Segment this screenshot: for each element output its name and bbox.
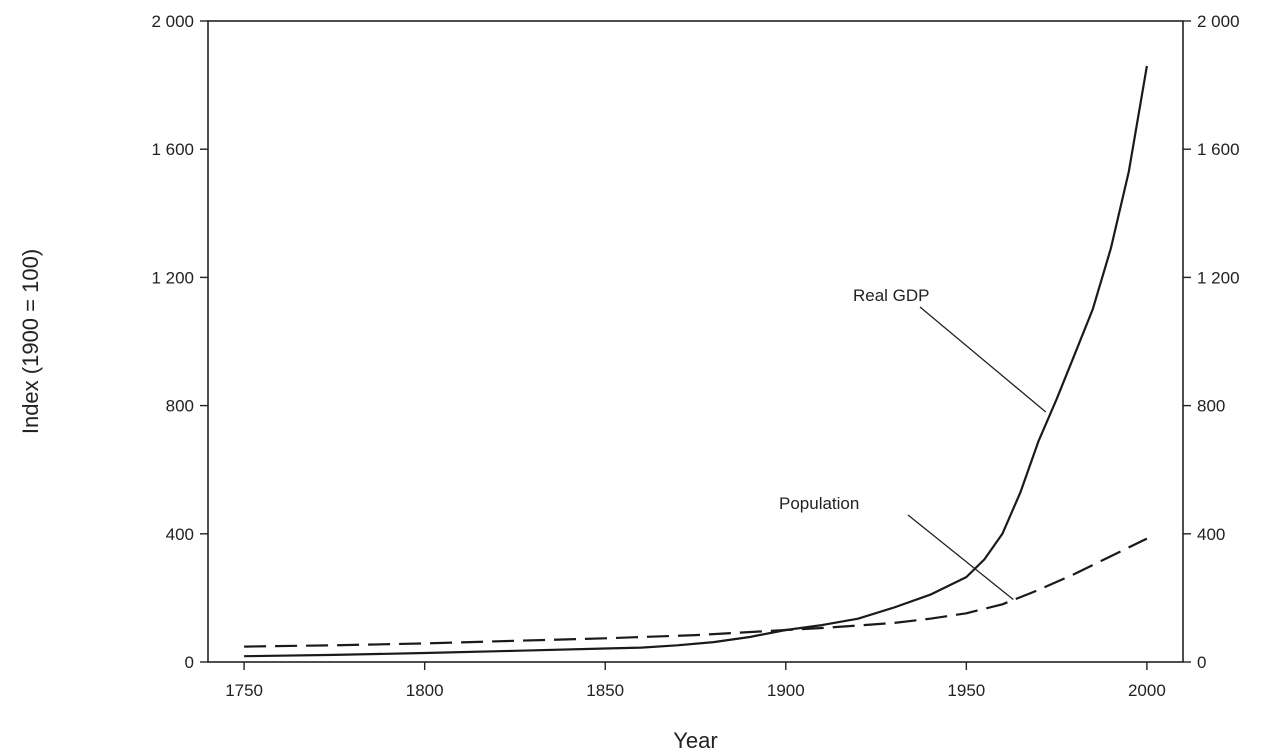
annotation-layer: Real GDP Population — [779, 286, 1047, 601]
y-tick-label-left: 400 — [166, 525, 194, 544]
x-axis-title: Year — [673, 728, 717, 753]
plot-border — [207, 20, 1184, 663]
annotation-label: Population — [779, 494, 859, 513]
annotation-leader — [919, 306, 1047, 413]
annotation-label: Real GDP — [853, 286, 930, 305]
y-tick-label-left: 800 — [166, 397, 194, 416]
x-axis: 1750 1800 1850 1900 1950 2000 — [225, 662, 1166, 700]
x-tick-label: 1750 — [225, 681, 263, 700]
x-tick-label: 1850 — [586, 681, 624, 700]
y-axis-left: 0 400 800 1 200 1 600 2 000 — [151, 12, 208, 672]
y-tick-label-left: 1 600 — [151, 140, 194, 159]
y-tick-label-left: 2 000 — [151, 12, 194, 31]
y-tick-label-right: 1 600 — [1197, 140, 1240, 159]
y-axis-right: 0 400 800 1 200 1 600 2 000 — [1183, 12, 1240, 672]
series-layer — [244, 65, 1148, 658]
y-tick-label-right: 0 — [1197, 653, 1206, 672]
x-tick-label: 1900 — [767, 681, 805, 700]
y-tick-label-right: 2 000 — [1197, 12, 1240, 31]
x-tick-label: 1950 — [947, 681, 985, 700]
y-tick-label-left: 0 — [185, 653, 194, 672]
y-tick-label-right: 1 200 — [1197, 268, 1240, 287]
series-line-real-gdp — [244, 65, 1148, 658]
x-tick-label: 2000 — [1128, 681, 1166, 700]
y-axis-title: Index (1900 = 100) — [18, 249, 43, 434]
y-tick-label-left: 1 200 — [151, 268, 194, 287]
y-tick-label-right: 400 — [1197, 525, 1225, 544]
series-line-population — [244, 537, 1148, 648]
y-tick-label-right: 800 — [1197, 397, 1225, 416]
annotation-leader — [907, 514, 1014, 601]
x-tick-label: 1800 — [406, 681, 444, 700]
plot-frame — [207, 20, 1184, 663]
